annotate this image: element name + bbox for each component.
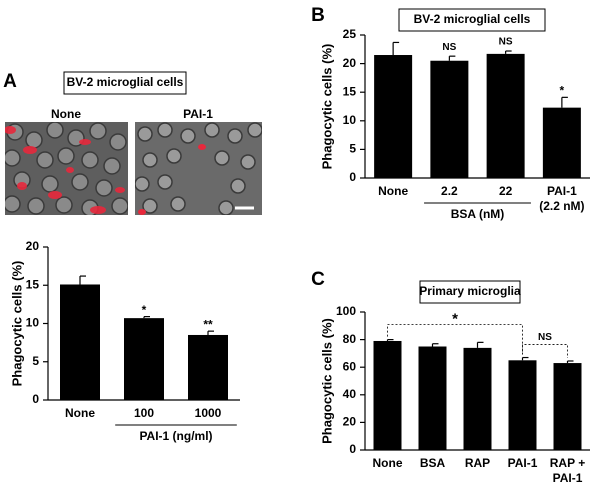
y-axis-label: Phagocytic cells (%) <box>9 261 24 387</box>
error-bar <box>431 343 439 347</box>
bracket <box>387 324 523 355</box>
bar <box>508 360 537 450</box>
y-tick-label: 100 <box>336 304 356 318</box>
title-box <box>419 280 521 304</box>
y-axis-label: Phagocytic cells (%) <box>319 318 334 444</box>
y-tick-label: 0 <box>349 170 356 184</box>
image-label: PAI-1 <box>183 107 213 121</box>
x-tick-label: None <box>373 456 403 470</box>
bar-label: NS <box>442 42 456 53</box>
y-tick-label: 60 <box>343 359 357 373</box>
group-label: BSA (nM) <box>451 207 505 221</box>
error-bar <box>79 275 86 285</box>
chart-title: Primary microglia <box>419 284 521 298</box>
y-tick-label: 20 <box>343 415 357 429</box>
y-tick-label: 10 <box>26 316 40 330</box>
panel-letter: B <box>311 5 325 26</box>
bar <box>374 55 413 178</box>
chart-title: BV-2 microglial cells <box>67 75 184 89</box>
chart-title: BV-2 microglial cells <box>414 12 531 26</box>
bar-label: ** <box>203 317 213 331</box>
bar <box>463 347 492 450</box>
title-box <box>63 71 187 95</box>
x-tick-label: 1000 <box>195 406 222 420</box>
bar-label: NS <box>499 37 513 48</box>
error-bar <box>505 50 512 54</box>
bar <box>60 284 100 400</box>
bar <box>542 107 581 178</box>
y-tick-label: 80 <box>343 332 357 346</box>
error-bar <box>207 330 214 335</box>
y-tick-label: 10 <box>343 113 357 127</box>
error-bar <box>521 356 529 361</box>
y-tick-label: 40 <box>343 387 357 401</box>
error-bar <box>566 360 574 364</box>
x-tick-label: PAI-1 <box>508 456 538 470</box>
bar <box>188 334 228 400</box>
bar <box>418 346 447 450</box>
micrograph-none <box>5 122 128 215</box>
y-tick-label: 0 <box>32 392 39 406</box>
x-tick-label: 2.2 <box>441 184 458 198</box>
error-bar <box>476 341 484 348</box>
micrograph-pai-1 <box>135 122 262 215</box>
x-tick-label: 100 <box>134 406 154 420</box>
x-tick-label: None <box>65 406 95 420</box>
error-bar <box>392 41 400 56</box>
y-tick-label: 15 <box>26 277 40 291</box>
y-tick-label: 5 <box>32 354 39 368</box>
y-tick-label: 15 <box>343 84 357 98</box>
bracket-label: * <box>452 311 458 328</box>
bracket <box>522 344 568 358</box>
bar <box>124 318 164 400</box>
image-label: None <box>51 107 81 121</box>
bar <box>373 340 402 450</box>
panel-letter: A <box>3 71 17 92</box>
bar <box>486 53 525 178</box>
y-tick-label: 20 <box>343 56 357 70</box>
x-tick-label: 22 <box>499 184 513 198</box>
panel-letter: C <box>311 269 325 290</box>
y-axis-label: Phagocytic cells (%) <box>319 44 334 170</box>
error-bar <box>386 339 394 341</box>
error-bar <box>143 316 150 319</box>
error-bar <box>448 55 456 61</box>
bar <box>553 363 582 450</box>
error-bar <box>561 96 568 108</box>
bar-label: * <box>142 303 147 317</box>
y-tick-label: 5 <box>349 142 356 156</box>
x-tick-label: RAP + PAI-1 <box>550 456 585 485</box>
x-tick-label: BSA <box>420 456 446 470</box>
x-tick-label: None <box>378 184 408 198</box>
y-tick-label: 0 <box>349 442 356 456</box>
group-label: PAI-1 (ng/ml) <box>139 429 212 443</box>
title-box <box>398 8 546 32</box>
bracket-label: NS <box>538 332 552 343</box>
bar-label: * <box>560 84 565 98</box>
x-tick-label: RAP <box>465 456 490 470</box>
y-tick-label: 20 <box>26 239 40 253</box>
x-tick-label: PAI-1 (2.2 nM) <box>539 184 584 213</box>
bar <box>430 60 469 178</box>
y-tick-label: 25 <box>343 27 357 41</box>
